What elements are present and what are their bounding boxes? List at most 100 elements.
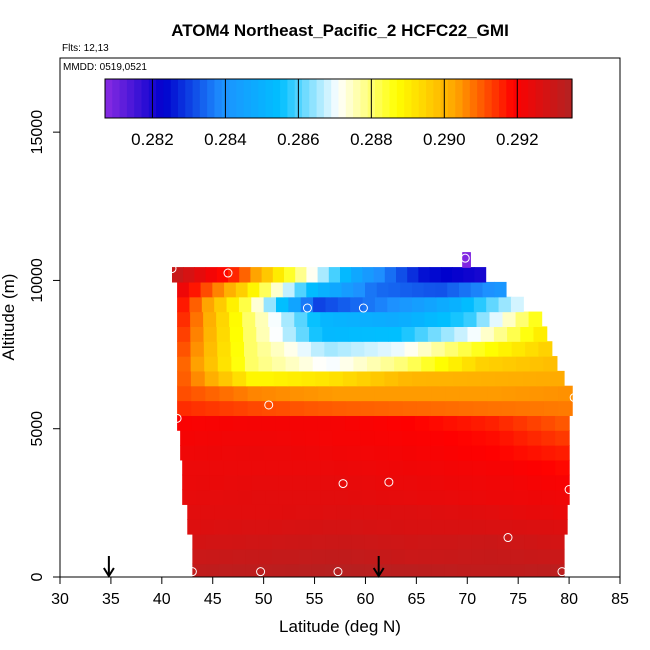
heatmap-cell <box>332 385 347 402</box>
heatmap-cell <box>311 533 326 550</box>
heatmap-cell <box>512 519 527 535</box>
heatmap-cell <box>328 267 341 283</box>
colorbar-segment <box>455 79 464 118</box>
heatmap-cell <box>527 415 542 431</box>
heatmap-cell <box>391 548 406 565</box>
heatmap-cell <box>200 281 213 298</box>
heatmap-cell <box>500 459 515 476</box>
heatmap-cell <box>412 281 425 298</box>
heatmap-cell <box>471 341 486 357</box>
heatmap-cell <box>513 445 529 461</box>
colorbar-segment <box>469 79 478 118</box>
colorbar-segment <box>214 79 223 118</box>
colorbar-tick-label: 0.290 <box>423 130 466 149</box>
heatmap-cell <box>306 474 321 491</box>
heatmap-cell <box>541 415 556 431</box>
heatmap-cell <box>473 296 487 313</box>
heatmap-cell <box>539 519 555 535</box>
heatmap-cell <box>377 341 392 357</box>
heatmap-cell <box>205 548 220 565</box>
heatmap-cell <box>238 296 252 313</box>
heatmap-cell <box>524 533 539 550</box>
sample-point <box>172 413 182 423</box>
heatmap-cell <box>216 267 229 283</box>
heatmap-cell <box>209 474 225 491</box>
x-tick-label: 65 <box>407 591 425 608</box>
colorbar-segment <box>447 79 456 118</box>
heatmap-cell <box>423 281 437 298</box>
heatmap-cell <box>427 326 442 342</box>
heatmap-cell <box>374 430 390 446</box>
heatmap-cell <box>489 311 504 327</box>
heatmap-cell <box>325 296 339 313</box>
heatmap-cell <box>182 489 197 505</box>
heatmap-cell <box>537 548 552 565</box>
colorbar-segment <box>243 79 252 118</box>
colorbar-segment <box>199 79 208 118</box>
heatmap-cell <box>439 370 455 387</box>
heatmap-cell <box>508 370 524 387</box>
heatmap-cell <box>295 519 310 535</box>
heatmap-cell <box>251 489 266 505</box>
heatmap-cell <box>403 474 418 491</box>
colorbar-segment <box>280 79 289 118</box>
heatmap-cell <box>486 474 501 491</box>
heatmap-cell <box>541 459 556 476</box>
heatmap-cell <box>361 474 377 491</box>
colorbar-segment <box>433 79 442 118</box>
heatmap-cell <box>527 445 542 461</box>
heatmap-cell <box>541 445 556 461</box>
heatmap-cell <box>418 563 432 577</box>
heatmap-cell <box>445 400 460 416</box>
colorbar-tick-label: 0.286 <box>277 130 320 149</box>
colorbar-segment <box>309 79 318 118</box>
colorbar-segment <box>141 79 150 118</box>
heatmap-cell <box>309 519 324 535</box>
colorbar <box>104 78 573 119</box>
heatmap-cell <box>431 341 446 357</box>
heatmap-cell <box>214 519 229 535</box>
heatmap-cell <box>273 370 289 387</box>
heatmap-cell <box>275 415 290 431</box>
heatmap-cell <box>390 504 405 520</box>
colorbar-segment <box>258 79 267 118</box>
x-tick-label: 30 <box>51 591 69 608</box>
heatmap-cell <box>261 415 276 431</box>
heatmap-cell <box>325 533 339 550</box>
heatmap-cell <box>245 533 260 550</box>
x-tick-label: 85 <box>611 591 629 608</box>
heatmap-cell <box>180 430 195 446</box>
heatmap-cell <box>298 563 313 577</box>
heatmap-cell <box>350 504 365 520</box>
heatmap-cell <box>334 474 349 491</box>
x-axis: 30 35 40 45 50 55 60 65 70 75 80 85 <box>51 577 629 608</box>
heatmap-cell <box>431 385 446 402</box>
heatmap-cell <box>285 563 300 577</box>
colorbar-segment <box>236 79 245 118</box>
heatmap-cell <box>244 341 258 357</box>
heatmap-cell <box>359 415 374 431</box>
colorbar-segment <box>353 79 361 118</box>
heatmap-cell <box>194 430 209 446</box>
heatmap-cell <box>374 445 390 461</box>
colorbar-segment <box>404 79 413 118</box>
heatmap-cell <box>448 356 463 372</box>
heatmap-cell <box>418 533 432 550</box>
heatmap-cell <box>194 267 207 283</box>
heatmap-cell <box>361 459 377 476</box>
heatmap-cell <box>473 400 489 416</box>
heatmap-cell <box>298 533 313 550</box>
heatmap-cell <box>338 533 353 550</box>
heatmap-cell <box>525 341 539 357</box>
heatmap-cell <box>512 504 527 520</box>
colorbar-segment <box>163 79 172 118</box>
heatmap-cell <box>458 474 473 491</box>
sample-point <box>503 533 513 543</box>
heatmap-cell <box>431 519 446 535</box>
heatmap-cell <box>497 563 512 577</box>
heatmap-cell <box>498 296 512 313</box>
colorbar-segment <box>177 79 186 118</box>
heatmap-cell <box>447 281 460 298</box>
heatmap-cell <box>421 356 436 372</box>
heatmap-cell <box>374 400 390 416</box>
